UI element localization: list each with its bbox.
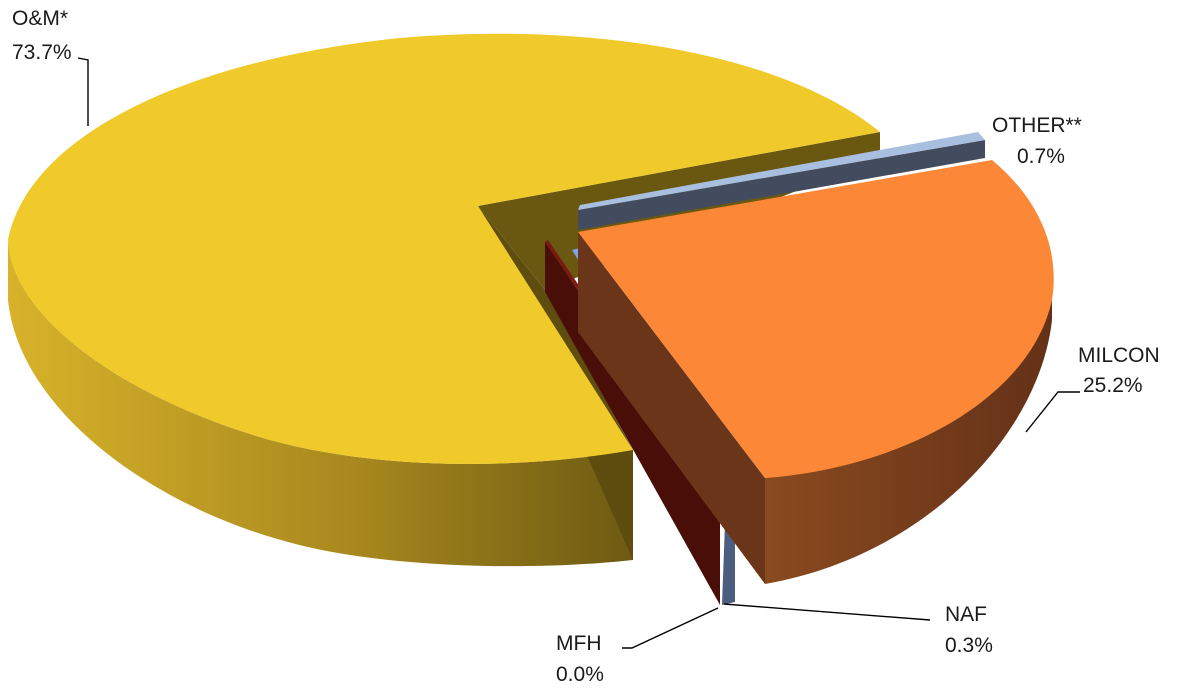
leader-line-om [77, 57, 89, 126]
label-other-name: OTHER** [992, 114, 1082, 137]
slice-other [578, 132, 985, 230]
slice-other-top [578, 132, 985, 210]
label-naf-name: NAF [945, 603, 987, 626]
label-milcon-value: 25.2% [1083, 374, 1143, 397]
slice-milcon-inner-wall [578, 232, 765, 584]
leader-line-mfh [622, 607, 719, 649]
slice-milcon-top [578, 160, 1054, 478]
label-mfh-name: MFH [556, 632, 602, 655]
label-naf-value: 0.3% [945, 634, 993, 657]
slice-milcon [578, 160, 1054, 584]
slice-om-top [8, 33, 880, 464]
slice-other-side [578, 140, 985, 230]
leader-line-milcon [1025, 391, 1080, 433]
label-milcon-name: MILCON [1078, 344, 1160, 367]
label-other-value: 0.7% [1017, 145, 1065, 168]
label-om-value: 73.7% [12, 41, 72, 64]
label-om-name: O&M* [12, 7, 68, 30]
slice-om-side [8, 240, 633, 567]
label-mfh-value: 0.0% [556, 663, 604, 686]
leader-line-naf [723, 603, 931, 621]
